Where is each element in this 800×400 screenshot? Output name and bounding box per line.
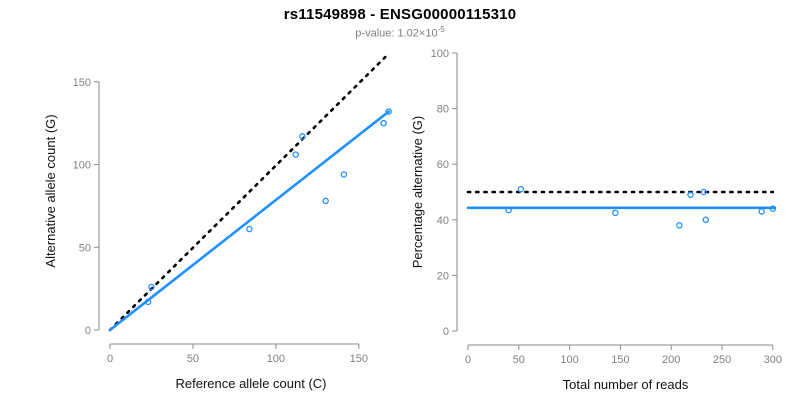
y-tick-label: 100 [73, 160, 91, 172]
pvalue-exponent: -5 [437, 25, 445, 34]
regression-line [108, 110, 390, 332]
data-point [769, 205, 777, 212]
charts-row: 0 50 100 150 0 50 100 150 Reference allele count… [0, 40, 800, 400]
figure-subtitle: p-value: 1.02×10-5 [0, 25, 800, 40]
data-point [380, 119, 387, 127]
x-tick-label: 100 [267, 353, 285, 365]
x-tick-label: 0 [107, 353, 113, 365]
y-axis-title: Alternative allele count (G) [43, 114, 58, 267]
y-tick-label: 80 [437, 104, 449, 116]
x-axis-title: Total number of reads [563, 377, 689, 392]
identity-line [108, 54, 389, 332]
data-point [676, 222, 683, 229]
pvalue-text: p-value: 1.02×10 [355, 27, 438, 40]
data-point [322, 197, 329, 205]
x-tick-label: 150 [350, 353, 368, 365]
x-axis-title: Reference allele count (C) [175, 376, 326, 391]
x-tick-label: 50 [513, 354, 525, 366]
y-axis-title: Percentage alternative (G) [410, 116, 425, 268]
data-point [505, 206, 512, 214]
y-tick-label: 0 [85, 325, 91, 337]
figure-header: rs11549898 - ENSG00000115310 p-value: 1.… [0, 0, 800, 40]
data-point [144, 298, 152, 306]
data-point [702, 216, 710, 224]
x-tick-label: 100 [560, 354, 578, 366]
x-tick-label: 300 [764, 354, 782, 366]
y-tick-label: 0 [443, 326, 449, 338]
y-tick-label: 60 [437, 159, 449, 171]
y-tick-label: 100 [431, 48, 449, 60]
data-point [246, 225, 253, 233]
x-tick-label: 200 [662, 354, 680, 366]
data-point [758, 208, 765, 215]
data-point [340, 171, 348, 178]
data-point [517, 185, 525, 193]
percentage-reads-scatter-plot: 0 50 100 150 200 250 300 0 20 40 60 80 100 Total numb… [410, 48, 782, 392]
data-point [385, 108, 392, 115]
y-tick-label: 50 [79, 242, 91, 254]
figure-title: rs11549898 - ENSG00000115310 [283, 6, 517, 23]
x-tick-label: 150 [611, 354, 629, 366]
data-point [292, 151, 300, 158]
x-tick-label: 50 [187, 353, 199, 365]
data-point [299, 133, 306, 140]
y-tick-label: 150 [73, 77, 91, 89]
allele-count-scatter-plot: 0 50 100 150 0 50 100 150 Reference allele count… [43, 54, 392, 391]
y-tick-label: 20 [437, 270, 449, 282]
data-point [148, 283, 155, 291]
y-tick-label: 40 [437, 215, 449, 227]
x-tick-label: 0 [465, 354, 471, 366]
x-tick-label: 250 [713, 354, 731, 366]
data-point [700, 188, 707, 196]
data-point [687, 191, 694, 199]
data-point [612, 209, 619, 217]
